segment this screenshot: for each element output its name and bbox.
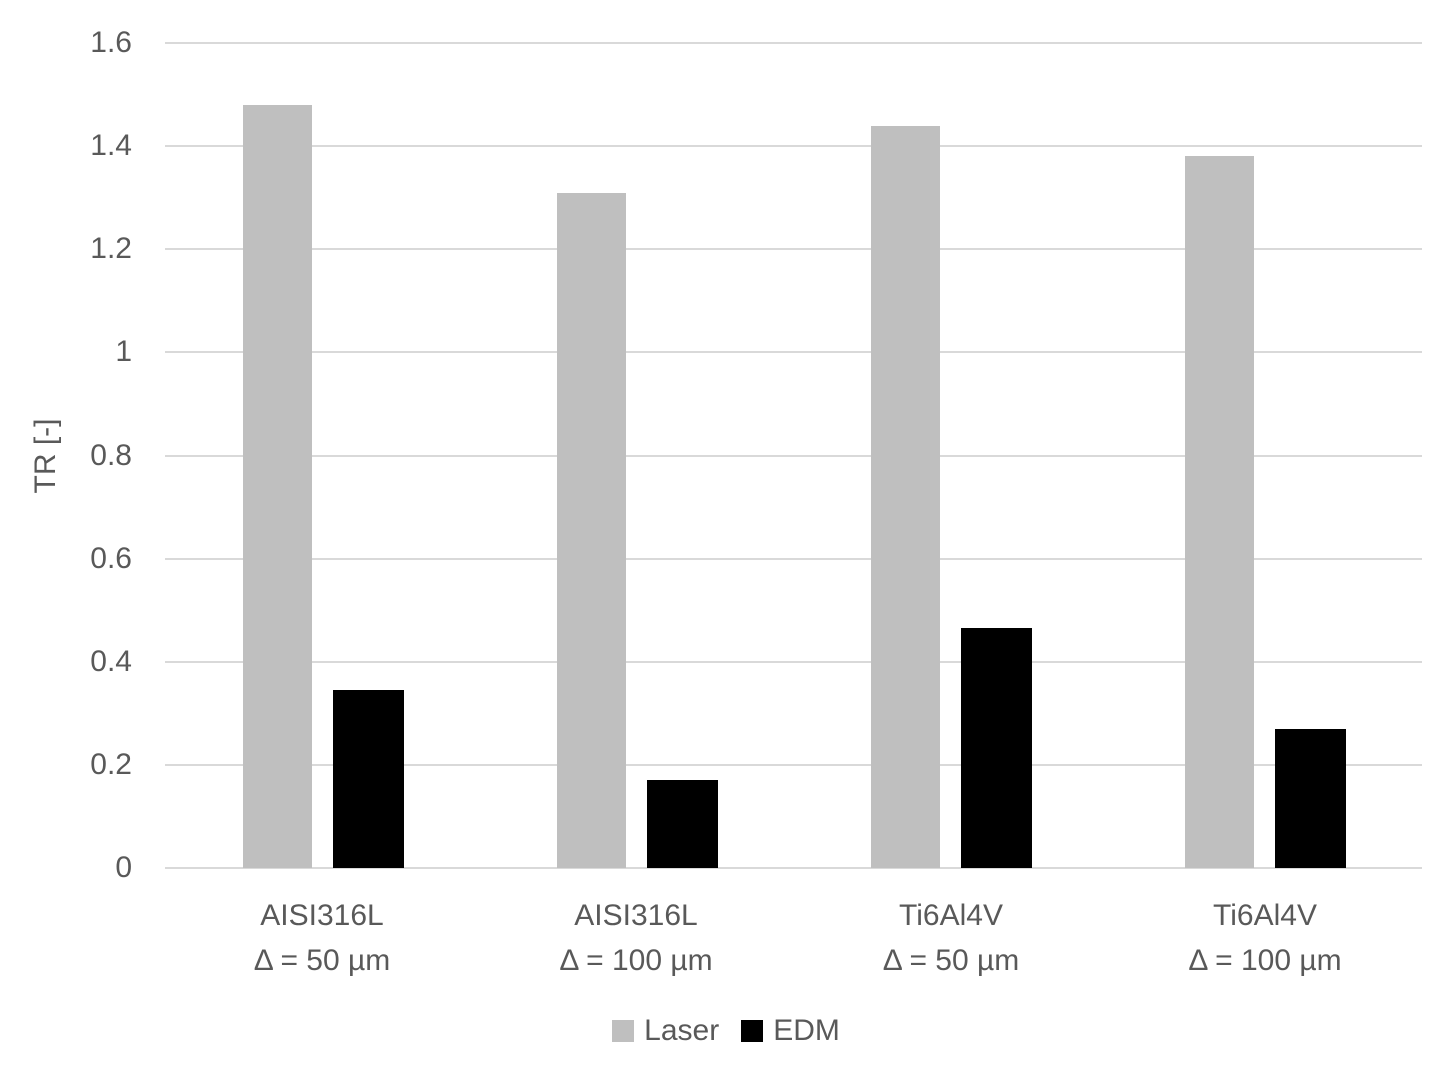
x-axis-label-line2: Δ = 50 µm — [253, 944, 391, 977]
legend-swatch-laser-icon — [612, 1020, 635, 1042]
y-tick-label: 1 — [115, 335, 132, 369]
x-axis-label: Ti6Al4V Δ = 100 µm — [1105, 893, 1425, 983]
y-tick-label: 0.4 — [90, 644, 132, 678]
y-tick-label: 0 — [115, 851, 132, 884]
x-axis-label: Ti6Al4V Δ = 50 µm — [791, 893, 1111, 983]
y-tick-label: 1.2 — [90, 232, 132, 266]
x-axis-label-line1: AISI316L — [574, 899, 698, 932]
bar-edm — [1275, 729, 1346, 868]
bar-laser — [557, 193, 626, 868]
legend-item-edm: EDM — [741, 1014, 840, 1048]
x-axis-label-line2: Δ = 100 µm — [559, 944, 713, 977]
bar-laser — [871, 126, 940, 868]
x-axis-label-line2: Δ = 50 µm — [882, 944, 1020, 977]
x-axis-label-line1: AISI316L — [260, 899, 384, 932]
y-tick-label: 1.4 — [90, 129, 132, 163]
legend-label: EDM — [773, 1014, 840, 1047]
y-tick-label: 0.6 — [90, 541, 132, 575]
legend-item-laser: Laser — [612, 1014, 719, 1048]
legend: Laser EDM — [0, 1014, 1452, 1048]
x-axis-label: AISI316L Δ = 100 µm — [476, 893, 796, 983]
gridline — [165, 42, 1422, 44]
y-tick-label: 0.8 — [90, 438, 132, 472]
bar-laser — [1185, 156, 1254, 868]
y-tick-label: 1.6 — [90, 26, 132, 59]
x-axis-label: AISI316L Δ = 50 µm — [162, 893, 482, 983]
legend-label: Laser — [644, 1014, 720, 1047]
legend-swatch-edm-icon — [741, 1020, 764, 1042]
x-axis-label-line1: Ti6Al4V — [1213, 899, 1317, 932]
bar-laser — [243, 105, 312, 868]
gridline — [165, 145, 1422, 148]
bar-edm — [333, 690, 404, 868]
bar-edm — [647, 780, 718, 868]
y-tick-label: 0.2 — [90, 747, 132, 781]
x-axis-label-line1: Ti6Al4V — [899, 899, 1003, 932]
x-axis-label-line2: Δ = 100 µm — [1188, 944, 1342, 977]
bar-edm — [961, 628, 1032, 868]
